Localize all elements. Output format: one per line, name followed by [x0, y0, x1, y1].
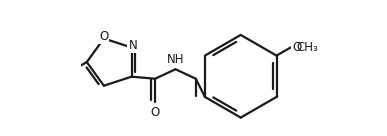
Text: O: O: [151, 106, 160, 119]
Text: O: O: [99, 30, 108, 43]
Text: NH: NH: [167, 53, 184, 66]
Text: O: O: [292, 41, 301, 54]
Text: CH₃: CH₃: [297, 41, 319, 54]
Text: N: N: [128, 39, 137, 52]
